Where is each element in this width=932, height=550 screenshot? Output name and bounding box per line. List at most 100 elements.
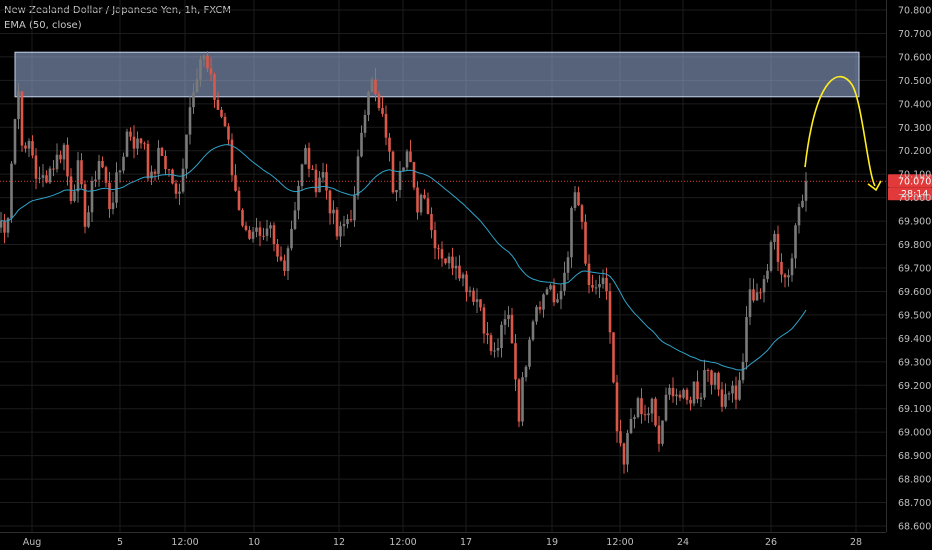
candle-body	[234, 175, 237, 191]
candle-body	[783, 274, 787, 278]
candle-body	[139, 138, 143, 144]
candle-body	[710, 370, 713, 385]
candle-body	[538, 306, 542, 310]
candle-body	[41, 175, 45, 178]
candle-body	[570, 207, 573, 258]
candle-body	[458, 265, 461, 279]
candle-body	[108, 182, 111, 210]
candle-body	[237, 190, 241, 210]
candle-body	[699, 397, 703, 400]
candle-body	[675, 394, 678, 397]
candle-body	[640, 398, 643, 415]
candle-body	[748, 289, 752, 318]
projection-arrow-head	[867, 180, 882, 192]
candle-body	[605, 277, 608, 292]
candle-body	[265, 228, 269, 236]
candle-body	[430, 214, 433, 231]
candle-body	[97, 161, 101, 180]
candle-body	[48, 168, 52, 183]
candle-body	[69, 176, 73, 201]
candle-body	[304, 147, 307, 165]
candle-body	[454, 265, 458, 269]
candle-body	[559, 290, 563, 300]
candle-body	[622, 443, 626, 465]
candle-body	[465, 274, 468, 293]
candle-body	[90, 180, 94, 213]
candle-body	[594, 287, 598, 289]
candle-body	[34, 155, 38, 179]
candle-body	[524, 366, 528, 378]
candle-body	[440, 249, 444, 259]
candle-body	[328, 190, 332, 214]
candle-body	[374, 79, 377, 95]
candle-body	[703, 370, 706, 398]
projection-arrow-layer	[804, 75, 882, 192]
x-tick-label: 12:00	[171, 537, 198, 548]
candle-body	[402, 167, 405, 172]
candle-body	[447, 256, 451, 264]
candle-body	[146, 143, 150, 179]
candle-body	[762, 279, 766, 293]
x-tick-label: 17	[460, 537, 472, 548]
y-tick-label: 69.400	[898, 334, 931, 345]
candle-body	[258, 227, 262, 236]
candle-body	[45, 175, 48, 183]
candle-body	[199, 59, 202, 80]
candle-body	[787, 275, 790, 278]
candle-body	[118, 170, 122, 173]
candle-body	[608, 291, 612, 333]
candle-body	[591, 285, 594, 288]
candle-body	[213, 74, 216, 100]
candle-body	[290, 228, 293, 249]
candle-body	[111, 202, 115, 210]
candle-body	[451, 256, 454, 269]
candle-body	[552, 285, 556, 303]
candle-body	[444, 258, 447, 264]
candle-body	[720, 389, 724, 407]
candle-body	[94, 179, 97, 181]
candle-body	[584, 221, 587, 264]
candle-body	[556, 299, 559, 303]
candle-body	[654, 398, 657, 426]
y-tick-label: 69.900	[898, 217, 931, 228]
price-tag-box	[888, 174, 932, 188]
candle-body	[318, 177, 321, 193]
candle-body	[115, 172, 118, 203]
candle-body	[230, 139, 234, 176]
candle-body	[83, 184, 87, 227]
y-tick-label: 69.100	[898, 404, 931, 415]
candle-body	[321, 172, 325, 178]
candle-body	[535, 306, 538, 322]
candle-body	[244, 225, 248, 231]
candle-body	[633, 417, 636, 419]
candle-body	[489, 335, 493, 352]
candle-body	[27, 141, 31, 149]
candle-body	[192, 92, 195, 108]
y-tick-label: 68.600	[898, 522, 931, 533]
candle-body	[297, 185, 300, 211]
candle-body	[514, 343, 517, 380]
candle-body	[325, 172, 328, 191]
candle-body	[797, 207, 801, 226]
candle-body	[496, 348, 500, 351]
candle-body	[647, 413, 650, 416]
y-tick-label: 69.200	[898, 381, 931, 392]
x-tick-label: 12	[333, 537, 345, 548]
candle-body	[682, 389, 685, 398]
candle-body	[87, 212, 90, 227]
candle-body	[717, 372, 720, 390]
x-tick-label: 28	[850, 537, 862, 548]
candle-body	[223, 116, 227, 127]
candle-body	[769, 242, 773, 271]
candle-body	[276, 244, 279, 257]
candle-body	[696, 381, 699, 400]
candle-body	[745, 317, 748, 363]
candle-body	[269, 225, 272, 229]
candle-body	[437, 248, 440, 250]
candle-body	[188, 107, 192, 135]
candle-body	[398, 171, 402, 191]
x-tick-label: 19	[546, 537, 558, 548]
candle-body	[381, 108, 384, 114]
